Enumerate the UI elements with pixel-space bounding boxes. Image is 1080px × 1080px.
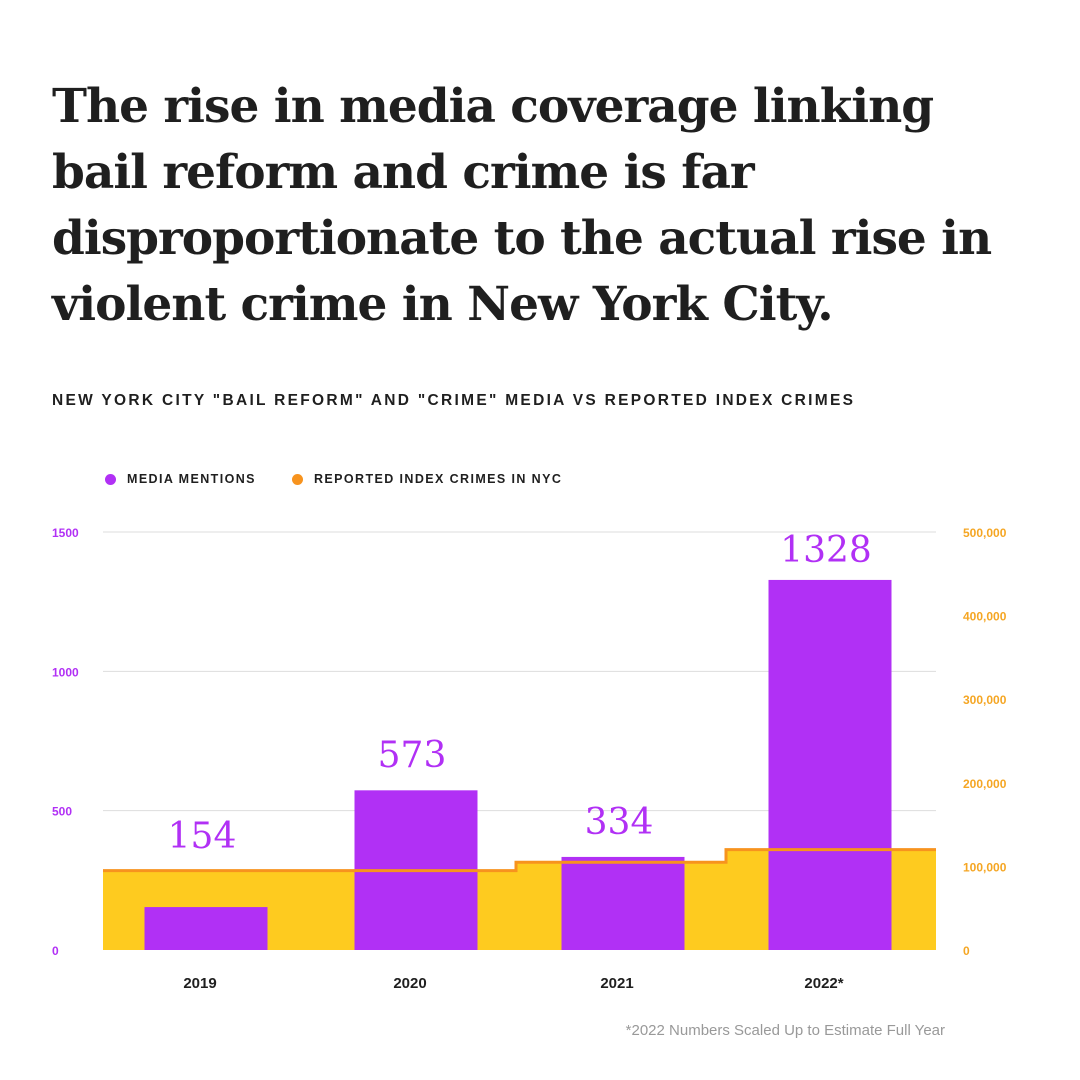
left-axis-tick-label: 0 [52, 944, 59, 958]
legend-dot-crimes [292, 473, 303, 485]
x-axis-category-label: 2021 [600, 975, 633, 992]
footnote: *2022 Numbers Scaled Up to Estimate Full… [625, 1022, 945, 1039]
bar-media-mentions [144, 907, 268, 950]
headline-line-2: bail reform and crime is far [52, 145, 755, 200]
crimes-area [103, 849, 936, 950]
bar-data-label: 154 [168, 816, 237, 857]
left-axis-tick-label: 1500 [52, 526, 79, 540]
crimes-line [103, 848, 936, 873]
headline-line-3: disproportionate to the actual rise in [52, 211, 992, 266]
headline-line-4: violent crime in New York City. [52, 277, 834, 332]
bar-data-label: 1328 [780, 530, 872, 571]
bar-media-mentions [561, 856, 685, 950]
right-axis-tick-label: 100,000 [963, 860, 1007, 874]
bar-data-label: 334 [585, 802, 654, 843]
headline: The rise in media coverage linking bail … [52, 74, 992, 338]
chart-subtitle: NEW YORK CITY "BAIL REFORM" AND "CRIME" … [52, 392, 856, 409]
x-axis-category-label: 2019 [183, 975, 216, 992]
bar-data-label: 573 [378, 735, 447, 776]
legend-item-crimes: REPORTED INDEX CRIMES IN NYC [292, 472, 562, 486]
chart-legend: MEDIA MENTIONS REPORTED INDEX CRIMES IN … [0, 472, 1080, 492]
legend-dot-media [105, 473, 116, 485]
right-axis-tick-label: 0 [963, 944, 970, 958]
legend-item-media: MEDIA MENTIONS [105, 472, 256, 486]
left-axis-tick-label: 500 [52, 805, 72, 819]
legend-label-media: MEDIA MENTIONS [127, 472, 256, 486]
legend-label-crimes: REPORTED INDEX CRIMES IN NYC [314, 472, 563, 486]
x-axis-category-label: 2022* [804, 975, 843, 992]
right-axis-tick-label: 400,000 [963, 610, 1007, 624]
headline-line-1: The rise in media coverage linking [52, 79, 934, 134]
bar-media-mentions [768, 579, 892, 950]
right-axis-tick-label: 300,000 [963, 693, 1007, 707]
right-axis-tick-label: 500,000 [963, 526, 1007, 540]
left-axis-tick-label: 1000 [52, 665, 79, 679]
right-axis-tick-label: 200,000 [963, 777, 1007, 791]
x-axis-category-label: 2020 [393, 975, 426, 992]
